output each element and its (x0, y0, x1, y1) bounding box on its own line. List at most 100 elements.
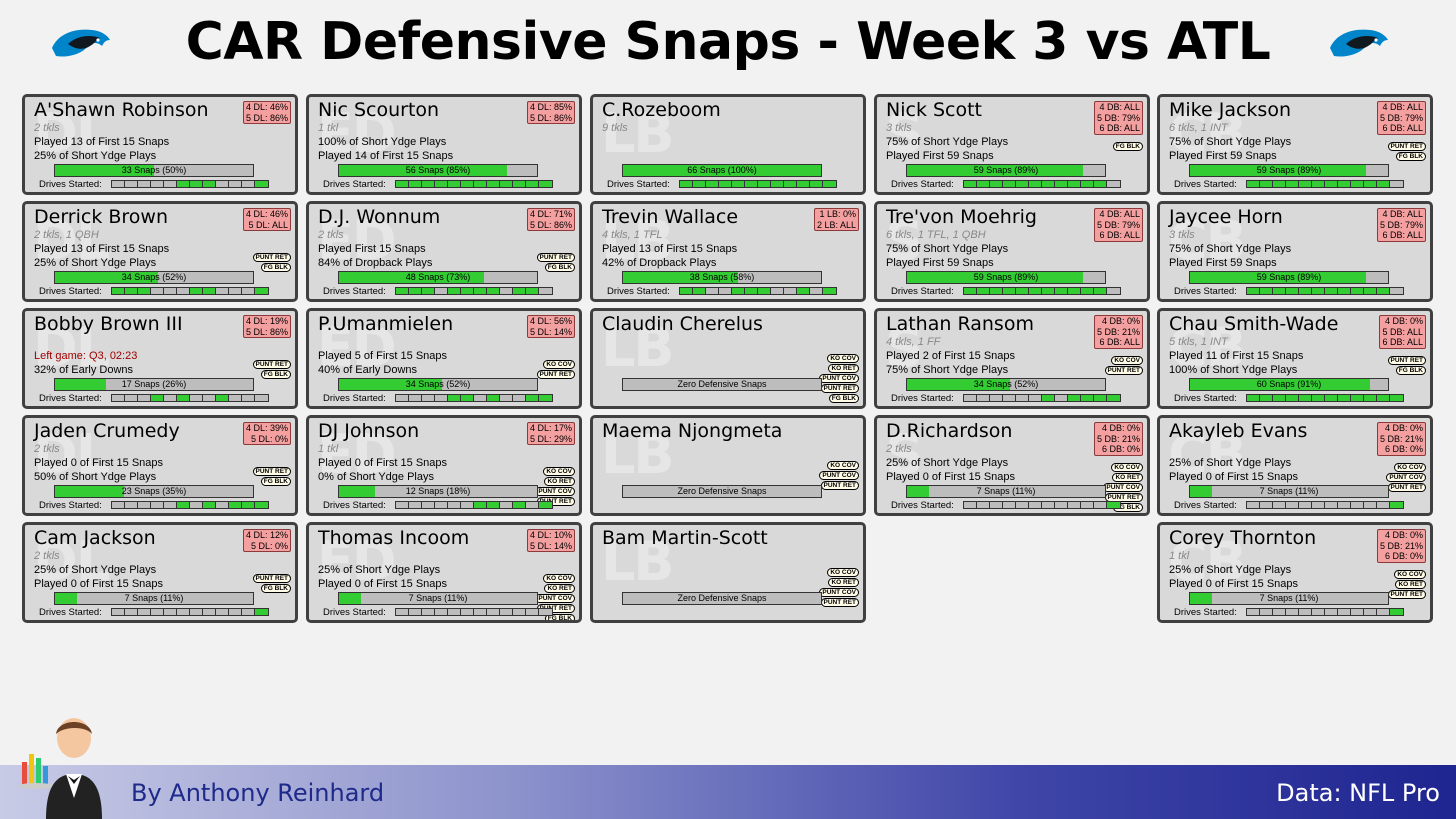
personnel-allocation: 5 DL: 86% (529, 112, 572, 123)
drive-cell (1003, 395, 1016, 401)
stat-line: 2 tkls (318, 229, 344, 241)
snap-share-fill (339, 486, 375, 497)
special-teams-badges: PUNT RET FG BLK (536, 253, 575, 272)
drives-started-label: Drives Started: (39, 178, 102, 190)
special-teams-badge: FG BLK (1395, 366, 1426, 375)
drive-cell (1247, 609, 1260, 615)
drive-cell (474, 288, 487, 294)
player-card: DL A'Shawn Robinson 2 tkls Played 13 of Fir… (22, 94, 298, 195)
drive-cells (395, 180, 553, 188)
drive-cell (1286, 288, 1299, 294)
special-teams-badge: PUNT RET (820, 384, 859, 393)
drive-cell (977, 502, 990, 508)
snap-count-label: 38 Snaps (58%) (689, 272, 755, 282)
drive-cell (1351, 181, 1364, 187)
special-teams-badge: PUNT RET (1387, 483, 1426, 492)
drives-started-row: Drives Started: (39, 499, 269, 511)
drive-cell (177, 395, 190, 401)
drive-cell (1338, 395, 1351, 401)
drive-cell (151, 395, 164, 401)
usage-line-2: 50% of Short Ydge Plays (34, 471, 157, 483)
drive-cell (1260, 181, 1273, 187)
drive-cell (112, 288, 125, 294)
personnel-allocation: 4 DL: 46% (245, 102, 288, 112)
drive-cell (1003, 502, 1016, 508)
drive-cell (539, 609, 552, 615)
drive-cell (1390, 502, 1403, 508)
drives-started-label: Drives Started: (891, 178, 954, 190)
snap-count-label: 34 Snaps (52%) (121, 272, 187, 282)
drive-cell (1094, 288, 1107, 294)
personnel-allocation: 5 DL: 86% (245, 112, 288, 123)
stat-line: 2 tkls (34, 550, 60, 562)
drive-cell (1055, 181, 1068, 187)
stat-line: 1 tkl (1169, 550, 1190, 562)
drive-cell (1068, 288, 1081, 294)
personnel-allocation-box: 4 DL: 17% 5 DL: 29% (526, 422, 575, 445)
drive-cell (1042, 288, 1055, 294)
drive-cells (111, 287, 269, 295)
drives-started-label: Drives Started: (891, 285, 954, 297)
snap-share-bar: 33 Snaps (50%) (54, 164, 254, 177)
drive-cell (1042, 181, 1055, 187)
special-teams-badges: KO COV KO RET PUNT COV PUNT RET FG BLK (535, 574, 575, 620)
drive-cell (409, 395, 422, 401)
drive-cell (1299, 502, 1312, 508)
drive-cell (474, 609, 487, 615)
drive-cell (1312, 609, 1325, 615)
player-name: Claudin Cherelus (602, 313, 763, 335)
player-card: LB Bam Martin-Scott KO COV KO RET PUNT COV PU… (590, 522, 866, 623)
drive-cell (732, 288, 745, 294)
stat-line: 3 tkls (886, 122, 912, 134)
stat-line: 4 tkls, 1 FF (886, 336, 941, 348)
personnel-allocation: 5 DB: 79% (1096, 112, 1140, 123)
drive-cells (679, 180, 837, 188)
special-teams-badge: KO COV (1394, 570, 1426, 579)
drive-cell (1107, 288, 1120, 294)
player-name: Nic Scourton (318, 99, 440, 121)
drive-cells (1246, 501, 1404, 509)
personnel-allocation: 5 DB: 79% (1379, 112, 1423, 123)
personnel-allocation: 4 DB: 0% (1384, 316, 1423, 326)
drive-cell (990, 181, 1003, 187)
snap-share-bar: 34 Snaps (52%) (54, 271, 254, 284)
usage-line-2: Played First 59 Snaps (886, 257, 994, 269)
special-teams-badge: PUNT RET (536, 253, 575, 262)
left-game-note: Left game: Q3, 02:23 (34, 350, 138, 362)
player-card: LB Claudin Cherelus KO COV KO RET PUNT COV PU… (590, 308, 866, 409)
personnel-allocation: 6 DB: ALL (1099, 123, 1140, 133)
player-name: Nick Scott (886, 99, 983, 121)
drive-cell (190, 288, 203, 294)
snap-share-bar: Zero Defensive Snaps (622, 378, 822, 391)
drive-cell (216, 609, 229, 615)
drive-cell (1312, 288, 1325, 294)
drive-cell (680, 288, 693, 294)
drive-cell (1364, 181, 1377, 187)
drive-cell (164, 181, 177, 187)
drives-started-row: Drives Started: (39, 285, 269, 297)
personnel-allocation: 4 DB: 0% (1101, 316, 1140, 326)
player-card: LB C.Rozeboom 9 tkls 66 Snaps (100%) Drives … (590, 94, 866, 195)
position-watermark: S (885, 316, 924, 379)
snap-share-fill (907, 379, 1010, 390)
drives-started-row: Drives Started: (607, 285, 837, 297)
drive-cell (1107, 181, 1120, 187)
snap-count-label: 7 Snaps (11%) (1259, 593, 1319, 603)
snap-count-label: 23 Snaps (35%) (121, 486, 187, 496)
position-watermark: ED (317, 316, 397, 379)
snap-count-label: 7 Snaps (11%) (124, 593, 184, 603)
drive-cell (1247, 502, 1260, 508)
usage-line-2: Played 0 of First 15 Snaps (318, 578, 448, 590)
usage-line-1: 75% of Short Ydge Plays (886, 136, 1009, 148)
drive-cell (823, 288, 836, 294)
drive-cell (977, 181, 990, 187)
personnel-allocation: 6 DB: ALL (1099, 230, 1140, 240)
drive-cell (461, 609, 474, 615)
drive-cell (1299, 395, 1312, 401)
drive-cell (190, 502, 203, 508)
drive-cell (112, 502, 125, 508)
drives-started-label: Drives Started: (39, 499, 102, 511)
stat-line: 1 tkl (318, 122, 339, 134)
special-teams-badge: FG BLK (260, 584, 291, 593)
special-teams-badge: PUNT RET (1387, 356, 1426, 365)
